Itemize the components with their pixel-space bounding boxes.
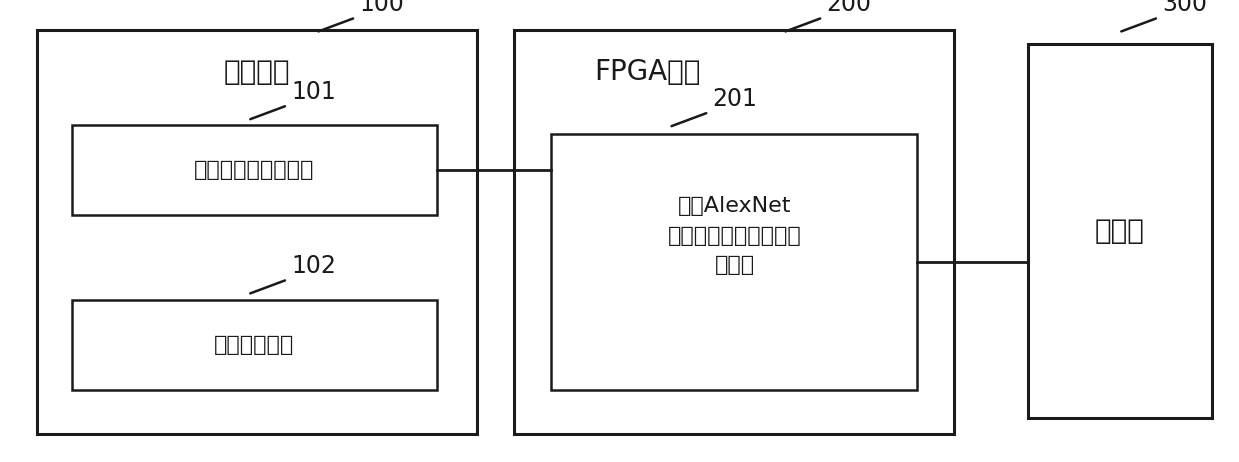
Text: 200: 200 [826, 0, 871, 16]
Bar [1028, 44, 1212, 418]
Text: 模数转换插件: 模数转换插件 [214, 335, 294, 355]
Text: 100: 100 [359, 0, 404, 16]
Text: 102: 102 [291, 254, 336, 278]
Bar [514, 30, 954, 434]
Text: 101: 101 [291, 80, 336, 104]
Text: 交流输入及滤波插件: 交流输入及滤波插件 [193, 159, 315, 180]
Text: 基于AlexNet
神经网络模型的流水线
加速器: 基于AlexNet 神经网络模型的流水线 加速器 [668, 196, 802, 275]
Bar [37, 30, 477, 434]
Text: 单片机: 单片机 [1095, 217, 1145, 245]
Text: 300: 300 [1162, 0, 1207, 16]
Bar [72, 125, 437, 215]
Bar [72, 300, 437, 390]
Text: 201: 201 [712, 87, 757, 111]
Text: FPGA芯片: FPGA芯片 [595, 58, 701, 86]
Bar [551, 134, 917, 390]
Text: 采样模块: 采样模块 [223, 58, 290, 86]
